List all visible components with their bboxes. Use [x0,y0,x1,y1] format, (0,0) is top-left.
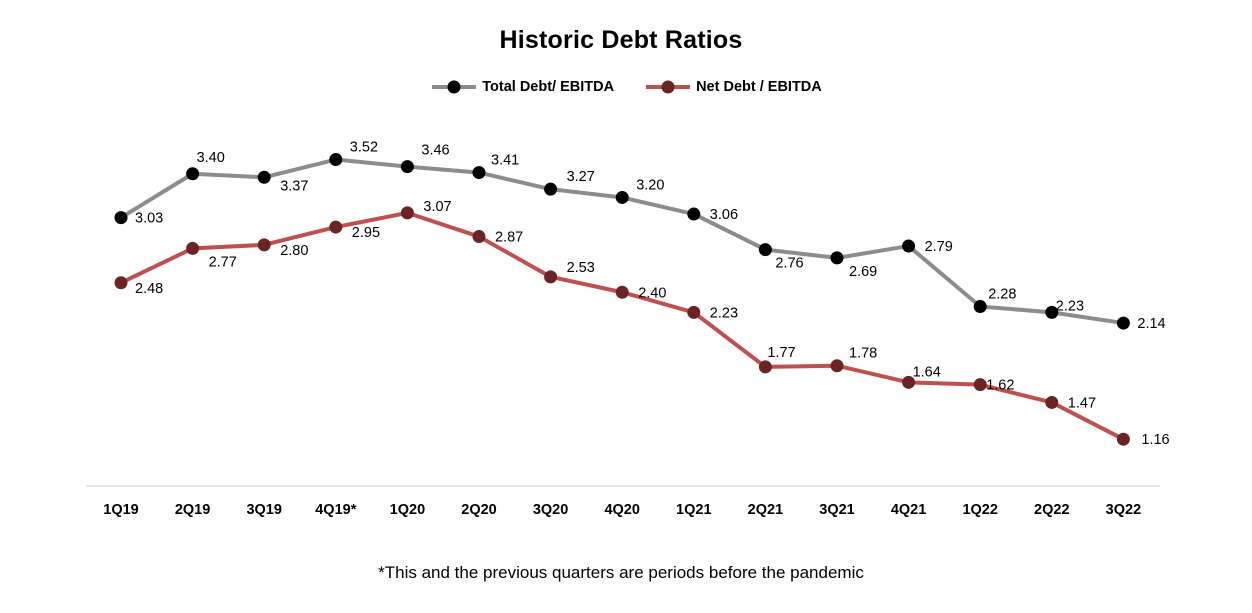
data-label: 3.27 [567,169,595,185]
x-tick-label: 1Q20 [390,502,425,518]
legend-item-total-debt: Total Debt/ EBITDA [430,77,614,97]
data-point [902,239,916,253]
data-point [329,153,343,167]
data-label: 1.64 [913,364,941,380]
data-label: 2.79 [925,239,953,255]
data-label: 2.23 [1056,298,1084,314]
x-tick-label: 2Q19 [175,502,210,518]
data-point [544,182,558,196]
x-tick-label: 3Q19 [246,502,281,518]
data-label: 3.06 [710,207,738,223]
data-label: 1.16 [1141,432,1169,448]
data-point [758,360,772,374]
data-label: 2.28 [988,286,1016,302]
data-point [687,207,701,221]
data-point [257,238,271,252]
data-point [472,230,486,244]
data-point [114,276,128,290]
data-label: 3.40 [197,150,225,166]
data-point [615,190,629,204]
series-line-1 [120,210,1125,441]
data-label: 3.46 [421,143,449,159]
data-point [329,220,343,234]
legend-label-net-debt: Net Debt / EBITDA [696,79,822,95]
data-point [1116,432,1130,446]
data-label: 1.62 [986,378,1014,394]
data-point [902,375,916,389]
data-label: 3.52 [350,140,378,156]
x-tick-label: 1Q21 [676,502,711,518]
data-point [615,285,629,299]
data-point [257,170,271,184]
data-point [1045,395,1059,409]
legend-item-net-debt: Net Debt / EBITDA [644,77,822,97]
x-tick-label: 1Q19 [103,502,138,518]
data-point [472,166,486,180]
data-point [830,359,844,373]
x-tick-label: 4Q19* [315,502,356,518]
legend-label-total-debt: Total Debt/ EBITDA [482,79,615,95]
footnote: *This and the previous quarters are peri… [378,563,864,582]
data-label: 2.77 [209,254,237,270]
x-tick-label: 3Q22 [1106,502,1141,518]
legend-swatch-total-debt [432,80,477,94]
data-label: 2.14 [1137,316,1165,332]
data-label: 2.23 [710,305,738,321]
data-label: 2.76 [775,256,803,272]
data-point [544,270,558,284]
data-point [973,378,987,392]
data-point [1045,305,1059,319]
data-point [400,206,414,220]
data-point [687,305,701,319]
data-label: 3.03 [135,211,163,227]
data-label: 1.78 [849,346,877,362]
data-point [973,299,987,313]
data-point [186,241,200,255]
data-label: 2.53 [567,260,595,276]
data-label: 3.07 [423,199,451,215]
x-tick-label: 4Q21 [891,502,926,518]
chart-title: Historic Debt Ratios [499,26,743,54]
legend: Total Debt/ EBITDA Net Debt / EBITDA [0,77,1252,97]
data-label: 1.77 [767,345,795,361]
data-point [114,211,128,225]
legend-swatch-net-debt [646,80,691,94]
x-tick-label: 2Q20 [461,502,496,518]
data-label: 2.48 [135,281,163,297]
data-label: 2.87 [495,230,523,246]
data-label: 2.95 [352,225,380,241]
x-tick-label: 3Q21 [819,502,854,518]
x-tick-label: 2Q22 [1034,502,1069,518]
data-label: 1.47 [1068,395,1096,411]
data-label: 3.41 [491,153,519,169]
x-tick-label: 2Q21 [748,502,783,518]
data-label: 2.80 [280,243,308,259]
data-point [400,160,414,174]
data-point [830,251,844,265]
data-label: 2.69 [849,264,877,280]
x-tick-label: 3Q20 [533,502,568,518]
data-label: 3.20 [636,177,664,193]
x-tick-label: 4Q20 [604,502,639,518]
data-point [758,243,772,257]
x-tick-label: 1Q22 [962,502,997,518]
data-point [186,167,200,181]
data-point [1116,316,1130,330]
data-label: 2.40 [638,285,666,301]
data-label: 3.37 [280,178,308,194]
